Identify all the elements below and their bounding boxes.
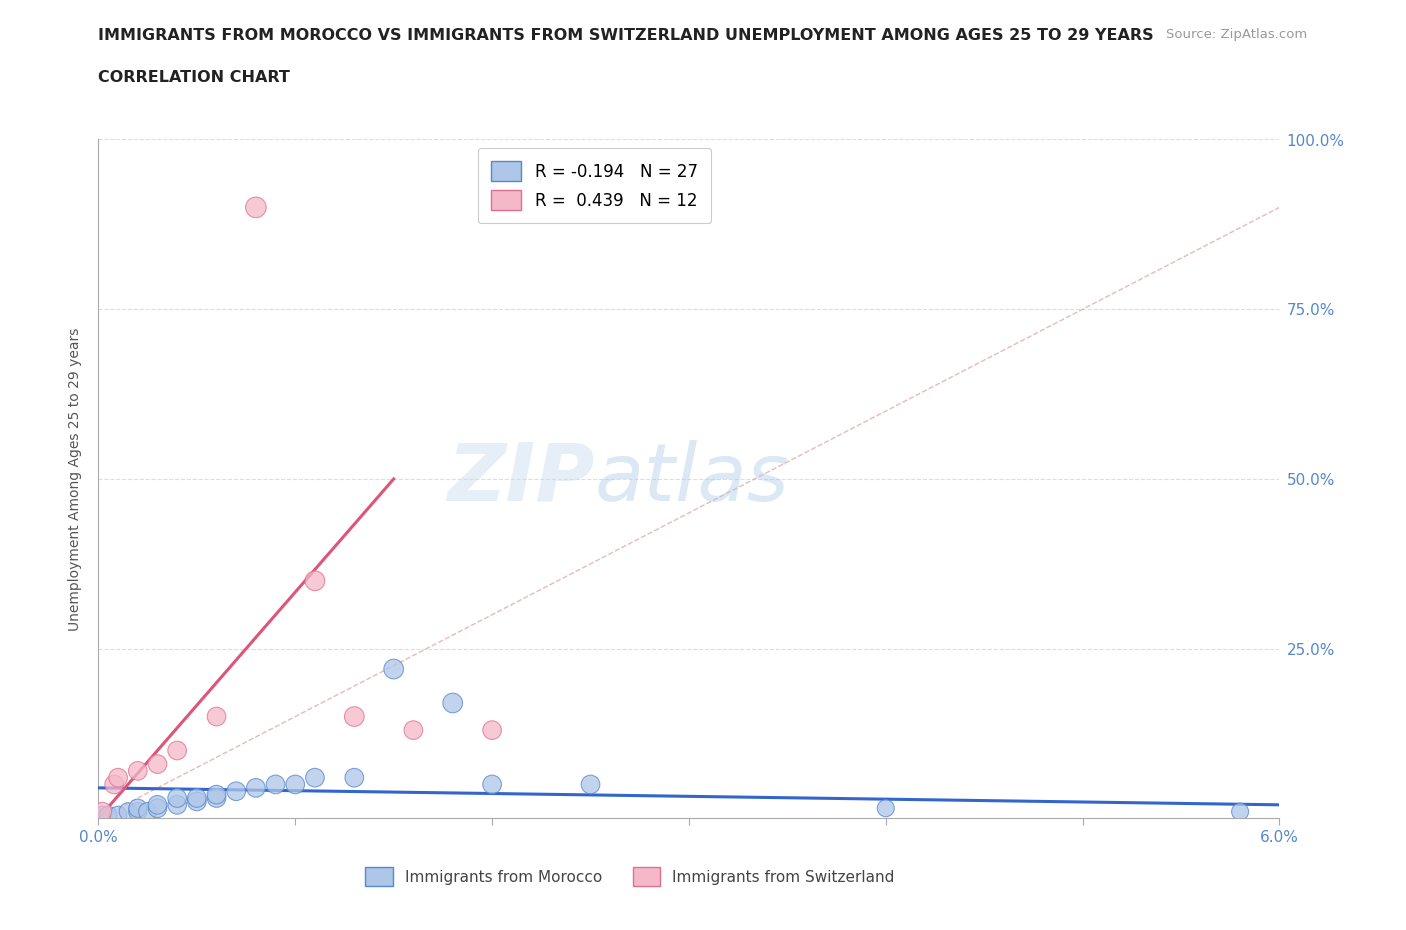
Point bbox=[304, 770, 326, 785]
Point bbox=[205, 787, 228, 802]
Point bbox=[107, 807, 129, 822]
Point bbox=[146, 801, 169, 816]
Point bbox=[304, 573, 326, 589]
Point bbox=[103, 777, 125, 792]
Point bbox=[136, 804, 159, 819]
Point bbox=[264, 777, 287, 792]
Text: CORRELATION CHART: CORRELATION CHART bbox=[98, 70, 290, 85]
Point bbox=[186, 790, 208, 805]
Point bbox=[225, 784, 247, 799]
Point bbox=[186, 794, 208, 809]
Point bbox=[91, 807, 114, 822]
Point bbox=[402, 723, 425, 737]
Point bbox=[579, 777, 602, 792]
Point bbox=[481, 777, 503, 792]
Point bbox=[166, 743, 188, 758]
Point bbox=[382, 661, 405, 676]
Text: atlas: atlas bbox=[595, 440, 789, 518]
Legend: Immigrants from Morocco, Immigrants from Switzerland: Immigrants from Morocco, Immigrants from… bbox=[359, 861, 901, 892]
Text: Source: ZipAtlas.com: Source: ZipAtlas.com bbox=[1167, 28, 1308, 41]
Point bbox=[166, 790, 188, 805]
Point bbox=[146, 757, 169, 772]
Point bbox=[343, 770, 366, 785]
Text: IMMIGRANTS FROM MOROCCO VS IMMIGRANTS FROM SWITZERLAND UNEMPLOYMENT AMONG AGES 2: IMMIGRANTS FROM MOROCCO VS IMMIGRANTS FR… bbox=[98, 28, 1154, 43]
Point bbox=[146, 797, 169, 812]
Point bbox=[91, 804, 114, 819]
Point bbox=[245, 780, 267, 795]
Point bbox=[481, 723, 503, 737]
Point bbox=[441, 696, 464, 711]
Point bbox=[117, 804, 139, 819]
Point bbox=[875, 801, 897, 816]
Point bbox=[343, 710, 366, 724]
Y-axis label: Unemployment Among Ages 25 to 29 years: Unemployment Among Ages 25 to 29 years bbox=[69, 327, 83, 631]
Point bbox=[127, 801, 149, 816]
Point bbox=[205, 790, 228, 805]
Point bbox=[107, 770, 129, 785]
Point bbox=[127, 804, 149, 819]
Point bbox=[1229, 804, 1251, 819]
Text: ZIP: ZIP bbox=[447, 440, 595, 518]
Point bbox=[205, 710, 228, 724]
Point bbox=[284, 777, 307, 792]
Point bbox=[127, 764, 149, 778]
Point bbox=[166, 797, 188, 812]
Point bbox=[245, 200, 267, 215]
Point bbox=[97, 807, 120, 822]
